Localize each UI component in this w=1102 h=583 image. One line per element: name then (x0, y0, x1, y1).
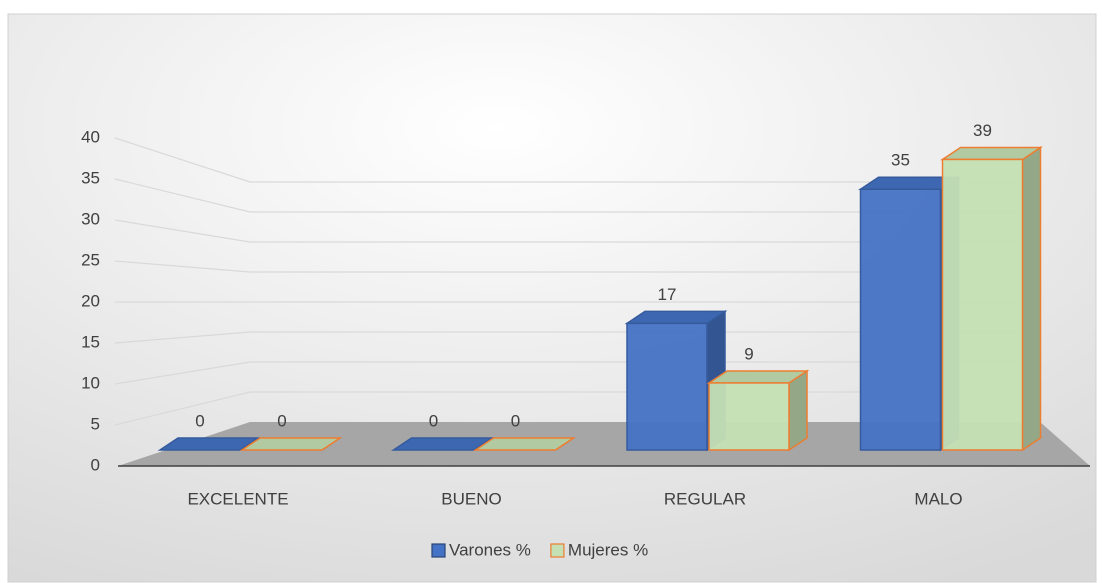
data-label: 0 (511, 411, 520, 430)
bar-top (473, 437, 576, 451)
data-label: 0 (277, 411, 286, 430)
bar-front (941, 158, 1024, 451)
y-tick-label: 40 (81, 127, 100, 146)
bar-top (239, 437, 343, 451)
y-tick-label: 35 (81, 168, 100, 187)
x-tick-label: MALO (914, 489, 962, 508)
grid-line (114, 178, 1040, 213)
bar-top (157, 437, 261, 451)
grid-line (114, 260, 1040, 273)
bar-top (940, 146, 1043, 161)
y-tick-label: 0 (91, 455, 100, 474)
y-tick-label: 5 (91, 414, 100, 433)
legend-label: Mujeres % (568, 540, 648, 559)
bar-top (624, 310, 728, 325)
y-tick-label: 25 (81, 250, 100, 269)
bar (940, 146, 1043, 452)
bar-front (626, 322, 708, 451)
legend-swatch (550, 543, 565, 558)
grid-line (114, 331, 1040, 344)
bar (157, 437, 261, 451)
data-label: 0 (195, 411, 204, 430)
y-tick-label: 10 (81, 373, 100, 392)
bar-top (391, 437, 494, 451)
data-label: 0 (429, 411, 438, 430)
data-label: 17 (658, 285, 677, 304)
data-label: 9 (744, 344, 753, 363)
legend-label: Varones % (449, 540, 531, 559)
grid-line (114, 137, 1040, 183)
bar-side (788, 369, 808, 452)
y-tick-label: 30 (81, 209, 100, 228)
floor (118, 422, 1090, 466)
bar (473, 437, 576, 451)
grid-line (114, 361, 1040, 385)
y-tick-label: 20 (81, 291, 100, 310)
data-label: 35 (891, 151, 910, 170)
y-tick-label: 15 (81, 332, 100, 351)
bar (239, 437, 343, 451)
grid-line (114, 219, 1040, 243)
bar (706, 369, 810, 452)
bar-front (708, 382, 790, 451)
bar-front (859, 188, 942, 451)
legend-swatch (431, 543, 446, 558)
x-tick-label: BUENO (441, 489, 501, 508)
x-tick-label: REGULAR (664, 489, 746, 508)
bar (391, 437, 494, 451)
x-tick-label: EXCELENTE (187, 489, 288, 508)
data-label: 39 (973, 121, 992, 140)
bar-top (706, 370, 810, 384)
bar-side (1021, 146, 1042, 452)
